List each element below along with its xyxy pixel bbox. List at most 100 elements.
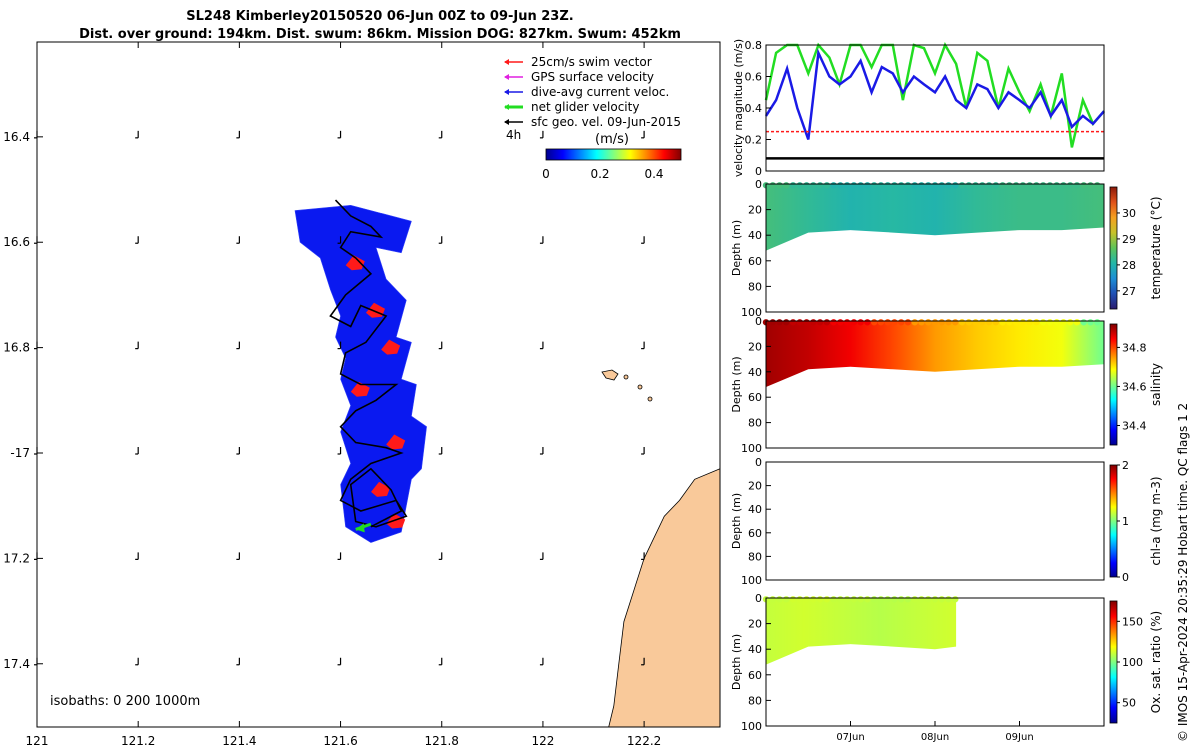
net-velocity-arrowhead <box>355 523 365 533</box>
dive-marker <box>1087 182 1094 189</box>
dive-marker <box>985 182 993 189</box>
dive-marker <box>877 596 885 603</box>
map-y-tick-label: 16.4 <box>3 130 30 144</box>
dive-marker <box>884 182 891 189</box>
dive-marker <box>837 182 844 189</box>
profile-y-tick-label: 80 <box>748 280 762 293</box>
dive-marker <box>952 596 959 603</box>
profile-y-tick-label: 20 <box>748 204 762 217</box>
dive-marker <box>776 596 783 603</box>
dive-marker <box>1039 319 1047 326</box>
dive-marker <box>979 182 986 189</box>
velocity-y-tick-label: 0 <box>755 165 762 178</box>
dive-marker <box>891 596 898 603</box>
dive-marker <box>985 319 993 326</box>
dive-marker <box>877 319 885 326</box>
dive-marker <box>992 319 1000 326</box>
dive-marker <box>1046 182 1054 189</box>
profile-colorbar-tick-label: 50 <box>1122 697 1136 710</box>
profile-colorbar-tick-label: 2 <box>1122 459 1129 472</box>
profile-colorbar-tick-label: 34.4 <box>1122 419 1147 432</box>
map-frame <box>36 41 721 728</box>
profile-y-tick-label: 80 <box>748 694 762 707</box>
profile-data-area <box>766 321 1104 387</box>
profile-colorbar-tick-label: 1 <box>1122 515 1129 528</box>
dive-marker <box>823 596 831 603</box>
dive-marker <box>911 182 918 189</box>
dive-marker <box>911 319 918 326</box>
island-shape <box>623 374 629 380</box>
profile-colorbar <box>1109 600 1118 724</box>
dive-marker <box>1012 319 1020 326</box>
dive-marker <box>783 596 790 603</box>
dive-marker <box>877 182 885 189</box>
dive-marker <box>945 319 952 326</box>
legend-arrowhead <box>504 59 509 65</box>
dive-marker <box>816 596 824 603</box>
dive-marker <box>803 319 810 326</box>
dive-marker <box>857 596 864 603</box>
dive-marker <box>965 182 972 189</box>
dive-marker <box>1019 182 1027 189</box>
dive-marker <box>992 182 1000 189</box>
isobaths-label: isobaths: 0 200 1000m <box>50 694 200 709</box>
dive-marker <box>816 319 824 326</box>
profile-y-tick-label: 100 <box>741 306 762 319</box>
profile-data-area <box>766 598 957 665</box>
dive-marker <box>931 319 939 326</box>
profile-y-tick-label: 0 <box>755 315 762 328</box>
map-x-tick-label: 121.2 <box>121 734 155 748</box>
profile-y-label: Depth (m) <box>730 220 743 276</box>
dive-marker <box>769 596 776 603</box>
dive-marker <box>1006 319 1013 326</box>
dive-marker <box>925 596 932 603</box>
profile-data-area <box>766 184 1104 251</box>
dive-marker <box>1080 182 1087 189</box>
dive-marker <box>837 596 844 603</box>
map-x-tick-label: 121 <box>26 734 49 748</box>
velocity-y-tick-label: 0.2 <box>745 134 763 147</box>
dive-marker <box>918 182 925 189</box>
dive-marker <box>1053 182 1060 189</box>
velocity-series-line <box>764 48 1105 140</box>
dive-marker <box>904 182 912 189</box>
time-tick-label: 08Jun <box>921 732 949 743</box>
legend-label: sfc geo. vel. 09-Jun-2015 <box>531 115 681 129</box>
dive-marker <box>972 182 979 189</box>
dive-marker <box>1067 182 1074 189</box>
dive-marker <box>857 319 864 326</box>
profile-y-tick-label: 60 <box>748 527 762 540</box>
legend-label: dive-avg current veloc. <box>531 85 669 99</box>
dive-marker <box>810 319 817 326</box>
dive-marker <box>830 596 837 603</box>
profile-colorbar-label: salinity <box>1149 363 1163 406</box>
island-shape <box>601 369 619 381</box>
map-colorbar-units: (m/s) <box>595 132 629 147</box>
dive-marker <box>979 319 986 326</box>
profile-y-tick-label: 40 <box>748 366 762 379</box>
legend-arrowhead <box>504 89 509 95</box>
profile-y-tick-label: 0 <box>755 456 762 469</box>
dive-marker <box>870 182 878 189</box>
dive-marker <box>843 319 851 326</box>
profile-colorbar <box>1109 323 1118 446</box>
profile-y-tick-label: 60 <box>748 255 762 268</box>
dive-marker <box>796 182 803 189</box>
dive-marker <box>904 596 912 603</box>
dive-marker <box>911 596 918 603</box>
glider-track-line <box>329 199 408 528</box>
profile-colorbar-label: temperature (°C) <box>1149 197 1163 300</box>
legend-arrowhead <box>504 104 509 110</box>
time-tick-label: 07Jun <box>836 732 864 743</box>
dive-marker <box>1046 319 1054 326</box>
dive-marker <box>1012 182 1020 189</box>
map-y-tick-label: 16.8 <box>3 341 30 355</box>
dive-marker <box>938 596 945 603</box>
profile-colorbar-tick-label: 0 <box>1122 571 1129 584</box>
dive-marker <box>904 319 912 326</box>
legend-label: net glider velocity <box>531 100 639 114</box>
dive-marker <box>918 319 925 326</box>
map-colorbar <box>545 148 682 161</box>
dive-marker <box>1073 182 1081 189</box>
dive-marker <box>1094 319 1101 326</box>
